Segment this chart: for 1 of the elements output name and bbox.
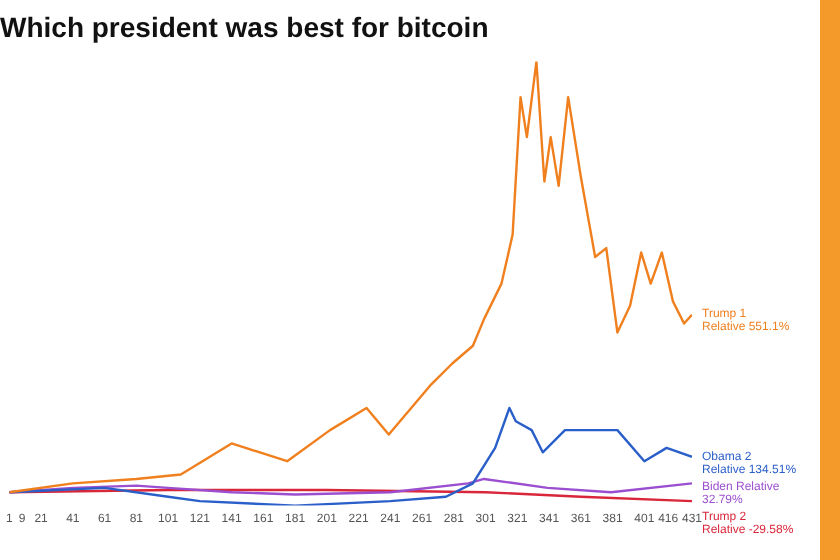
chart-title: Which president was best for bitcoin [0, 10, 489, 43]
